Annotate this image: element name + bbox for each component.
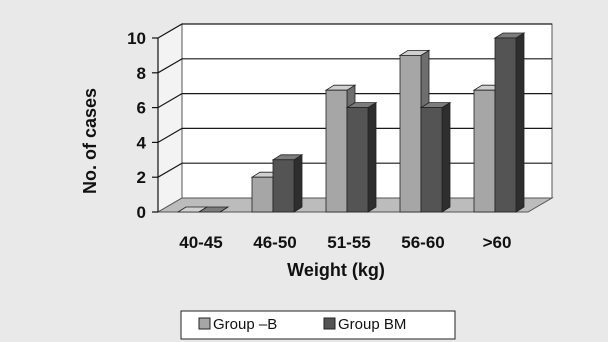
legend-swatch-group-b (198, 317, 211, 330)
legend-box (180, 310, 456, 340)
y-tick-labels: 0 2 4 6 8 10 (127, 29, 146, 222)
bar-group-bm-51-55 (345, 101, 378, 213)
bars (176, 32, 526, 213)
legend-swatch-group-bm (323, 317, 336, 330)
x-axis-label: Weight (kg) (287, 260, 385, 280)
gridline-10 (157, 23, 552, 39)
x-tick-label-40-45: 40-45 (179, 233, 222, 252)
y-tick-label-4: 4 (137, 133, 147, 152)
legend: Group –B Group BM (180, 310, 456, 340)
bar-group-bm-46-50 (271, 154, 304, 213)
legend-label-group-b: Group –B (213, 316, 277, 333)
y-tick-label-8: 8 (137, 64, 146, 83)
y-tick-label-6: 6 (137, 99, 146, 118)
y-tick-label-2: 2 (137, 168, 146, 187)
y-tick-label-10: 10 (127, 29, 146, 48)
side-wall (157, 23, 183, 213)
y-tick-label-0: 0 (137, 203, 146, 222)
x-tick-labels: 40-45 46-50 51-55 56-60 >60 (179, 233, 511, 252)
y-axis-label: No. of cases (80, 88, 100, 194)
x-tick-label-46-50: 46-50 (253, 233, 296, 252)
bar-group-bm-56-60 (419, 101, 452, 213)
x-tick-label-56-60: 56-60 (401, 233, 444, 252)
x-tick-label-51-55: 51-55 (327, 233, 370, 252)
x-tick-label-60: >60 (483, 233, 512, 252)
bar-group-bm-60 (493, 32, 526, 213)
bar-group-bm-40-45 (197, 206, 230, 213)
legend-label-group-bm: Group BM (338, 316, 406, 333)
